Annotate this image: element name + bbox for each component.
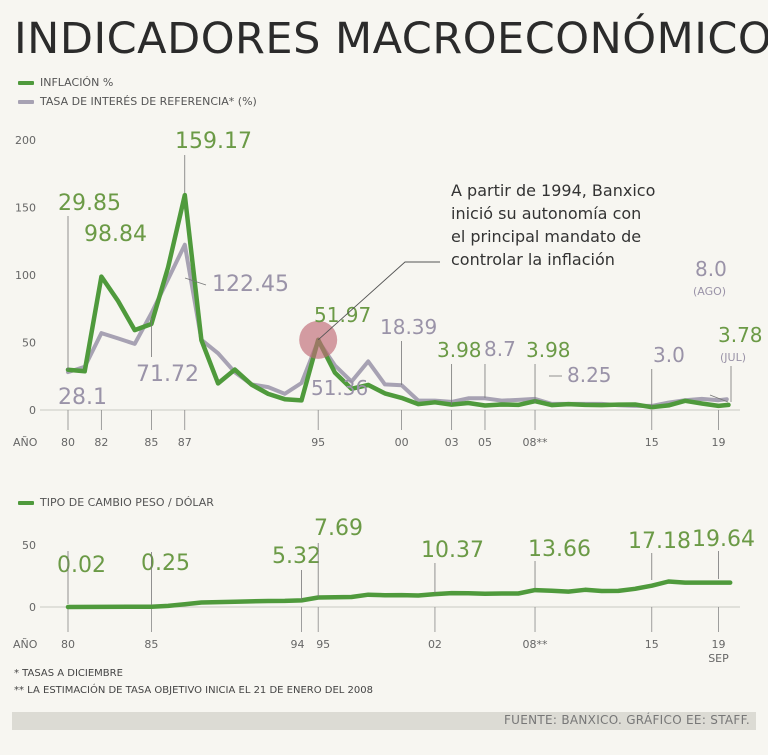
data-label: 51.97 <box>314 303 371 327</box>
x-tick-label: 87 <box>178 436 192 449</box>
legend-exchange: TIPO DE CAMBIO PESO / DÓLAR <box>18 496 214 509</box>
data-label: 98.84 <box>84 222 147 247</box>
legend-inflation-label: INFLACIÓN % <box>40 76 114 89</box>
data-label: 8.0 <box>695 257 727 281</box>
y-tick-label: 0 <box>29 404 36 417</box>
source-bar: FUENTE: BANXICO. GRÁFICO EE: STAFF. <box>12 712 756 730</box>
data-label: 51.36 <box>311 376 368 400</box>
leader-line <box>709 394 729 403</box>
y-tick-label: 50 <box>22 337 36 350</box>
x-tick-label: 19 <box>711 436 725 449</box>
exchange-data-label: 0.25 <box>141 551 190 576</box>
inflation-series-line <box>65 192 731 410</box>
data-label: 3.98 <box>526 338 571 362</box>
x-tick-label: 08** <box>523 638 548 651</box>
x-tick-label: 95 <box>311 436 325 449</box>
callout-text: controlar la inflación <box>451 250 615 269</box>
data-label: 3.78 <box>718 323 763 347</box>
callout-leader <box>317 261 440 341</box>
legend-exchange-swatch <box>18 500 34 505</box>
x-tick-label-sep: SEP <box>708 652 729 665</box>
legend-exchange-label: TIPO DE CAMBIO PESO / DÓLAR <box>40 496 214 509</box>
data-label: 3.0 <box>653 343 685 367</box>
legend-rate-swatch <box>18 99 34 104</box>
legend-inflation-swatch <box>18 80 34 85</box>
x-axis-title: AÑO <box>13 436 38 449</box>
data-label: 3.98 <box>437 338 482 362</box>
y-tick-label: 150 <box>15 202 36 215</box>
x-tick-label: 02 <box>428 638 442 651</box>
data-label: 122.45 <box>212 272 289 297</box>
exchange-data-label: 19.64 <box>692 527 755 552</box>
x-tick-label: 85 <box>144 638 158 651</box>
note-rates: * TASAS A DICIEMBRE <box>14 668 123 679</box>
exchange-data-label: 13.66 <box>528 537 591 562</box>
data-label: (JUL) <box>720 351 746 364</box>
x-axis-title: AÑO <box>13 638 38 651</box>
legend-inflation: INFLACIÓN % <box>18 76 113 89</box>
callout-text: inició su autonomía con <box>451 204 641 223</box>
x-tick-label: 00 <box>395 436 409 449</box>
x-tick-label: 15 <box>645 638 659 651</box>
x-tick-label: 05 <box>478 436 492 449</box>
data-label: 159.17 <box>175 129 252 154</box>
x-tick-label: 08** <box>523 436 548 449</box>
x-tick-label: 80 <box>61 638 75 651</box>
data-label: 8.25 <box>567 363 612 387</box>
x-tick-label: 15 <box>645 436 659 449</box>
exchange-series-line <box>65 579 733 610</box>
exchange-data-label: 5.32 <box>272 544 321 569</box>
x-tick-label: 82 <box>94 436 108 449</box>
exchange-data-label: 7.69 <box>314 516 363 541</box>
exchange-data-label: 0.02 <box>57 553 106 578</box>
y-tick-label: 200 <box>15 134 36 147</box>
y-tick-label: 0 <box>29 601 36 614</box>
x-tick-label: 19 <box>711 638 725 651</box>
x-tick-label: 94 <box>291 638 305 651</box>
x-tick-label: 95 <box>316 638 330 651</box>
y-tick-label: 100 <box>15 269 36 282</box>
callout-text: el principal mandato de <box>451 227 641 246</box>
data-label: 18.39 <box>380 315 437 339</box>
exchange-data-label: 17.18 <box>628 529 691 554</box>
data-label: 8.7 <box>484 337 516 361</box>
legend-rate-label: TASA DE INTERÉS DE REFERENCIA* (%) <box>40 95 257 108</box>
x-tick-label: 80 <box>61 436 75 449</box>
page-title: INDICADORES MACROECONÓMICOS <box>14 14 768 64</box>
x-tick-label: 03 <box>445 436 459 449</box>
note-estimation: ** LA ESTIMACIÓN DE TASA OBJETIVO INICIA… <box>14 685 374 696</box>
data-label: (AGO) <box>693 285 726 298</box>
x-tick-label: 85 <box>144 436 158 449</box>
exchange-data-label: 10.37 <box>421 538 484 563</box>
source-text: FUENTE: BANXICO. GRÁFICO EE: STAFF. <box>503 713 750 727</box>
y-tick-label: 50 <box>22 539 36 552</box>
callout-text: A partir de 1994, Banxico <box>451 181 655 200</box>
data-label: 28.1 <box>58 385 107 410</box>
legend-rate: TASA DE INTERÉS DE REFERENCIA* (%) <box>18 95 257 108</box>
leader-line <box>184 277 207 286</box>
data-label: 71.72 <box>136 362 199 387</box>
data-label: 29.85 <box>58 191 121 216</box>
